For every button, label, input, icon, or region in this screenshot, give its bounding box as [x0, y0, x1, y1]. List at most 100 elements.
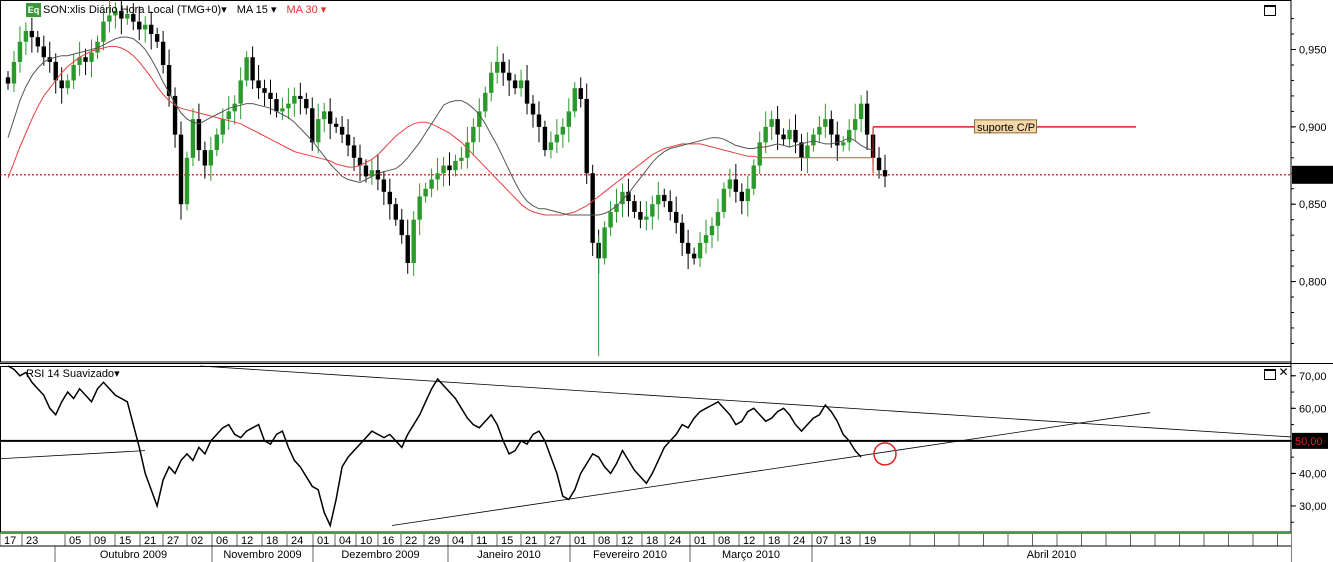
candle-body — [11, 61, 17, 84]
candle-body — [208, 150, 214, 166]
candle-body — [638, 211, 643, 220]
candle-body — [345, 134, 351, 146]
day-label: 21 — [525, 535, 537, 547]
candle-body — [447, 165, 452, 171]
candle-body — [71, 64, 76, 81]
candle-body — [733, 179, 739, 192]
candle-body — [137, 21, 142, 30]
candle-body — [506, 72, 512, 81]
candle-body — [5, 77, 11, 84]
candle-body — [29, 30, 35, 38]
last-price-label: 0,869 — [1296, 170, 1324, 182]
candle-body — [554, 134, 560, 143]
candle-body — [614, 204, 619, 212]
candle-body — [381, 179, 387, 192]
candle-body — [608, 211, 613, 228]
candle-body — [823, 119, 828, 127]
candle-body — [524, 80, 530, 104]
day-label: 11 — [476, 535, 487, 547]
candle-body — [393, 204, 398, 220]
candle-body — [805, 145, 810, 158]
candle-body — [662, 194, 667, 202]
day-label: 18 — [768, 535, 780, 547]
candle-body — [304, 99, 309, 109]
candle-body — [262, 88, 267, 93]
candle-body — [256, 80, 261, 89]
candle-body — [405, 235, 410, 263]
candle-body — [417, 196, 422, 220]
candle-body — [244, 57, 249, 81]
candle-body — [131, 13, 136, 22]
day-label: 18 — [646, 535, 658, 547]
candle-body — [536, 114, 542, 127]
candle-body — [578, 88, 583, 100]
candle-body — [429, 179, 434, 189]
day-label: 22 — [405, 535, 417, 547]
rsi-tick-label: 70,00 — [1299, 371, 1327, 383]
candle-body — [793, 129, 798, 143]
candle-body — [435, 173, 440, 180]
candle-body — [95, 41, 100, 53]
candle-body — [751, 165, 756, 189]
chart-header: SON:xlis Diário Hora Local (TMG+0)▾ MA 1… — [43, 3, 326, 17]
candle-body — [852, 119, 858, 130]
candle-body — [620, 191, 625, 205]
candle-body — [500, 61, 506, 73]
day-label: 24 — [291, 535, 303, 547]
candle-body — [53, 61, 58, 81]
candle-body — [656, 194, 661, 205]
candle-body — [477, 111, 482, 127]
candle-body — [89, 52, 94, 62]
rsi-maximize-icon[interactable] — [1264, 369, 1276, 380]
candle-body — [548, 142, 554, 151]
candle-body — [584, 99, 589, 174]
candle-body — [882, 170, 888, 177]
ma30-indicator[interactable]: MA 30 ▾ — [286, 4, 327, 16]
candle-body — [363, 165, 369, 177]
day-label: 08 — [718, 535, 730, 547]
instrument-badge[interactable]: Eq — [26, 3, 41, 17]
candle-body — [333, 123, 339, 127]
month-label: Janeiro 2010 — [477, 549, 541, 561]
month-label: Abril 2010 — [1027, 549, 1077, 561]
candle-body — [739, 191, 745, 202]
day-label: 04 — [339, 535, 351, 547]
candle-body — [172, 95, 178, 135]
rsi-left-trendline — [0, 450, 146, 460]
day-label: 01 — [574, 535, 586, 547]
day-label: 23 — [26, 535, 38, 547]
candle-body — [835, 134, 840, 146]
month-label: Outubro 2009 — [100, 549, 167, 561]
rsi-close-icon[interactable]: ✕ — [1278, 365, 1289, 379]
rsi-highlight-circle — [873, 442, 897, 466]
instrument-title[interactable]: SON:xlis Diário Hora Local (TMG+0)▾ — [43, 4, 227, 16]
candle-body — [274, 99, 279, 112]
day-label: 01 — [317, 535, 329, 547]
candle-body — [375, 170, 381, 180]
candle-body — [125, 13, 130, 19]
support-annotation: suporte C/P — [977, 122, 1035, 134]
candle-body — [542, 126, 548, 151]
candle-body — [59, 80, 64, 89]
day-label: 15 — [501, 535, 513, 547]
candle-body — [327, 111, 333, 124]
candle-body — [107, 15, 112, 22]
candle-body — [668, 201, 673, 212]
timeline-bg — [0, 532, 1291, 562]
candle-body — [23, 30, 29, 42]
candle-body — [847, 129, 852, 143]
candle-body — [471, 126, 476, 143]
rsi-title[interactable]: RSI 14 Suavizado▾ — [26, 368, 120, 380]
candle-body — [757, 142, 762, 166]
day-label: 02 — [191, 535, 203, 547]
day-label: 24 — [669, 535, 681, 547]
candle-body — [226, 111, 231, 120]
candle-body — [148, 24, 154, 35]
maximize-icon[interactable] — [1264, 5, 1276, 16]
candle-body — [238, 80, 243, 104]
ma15-indicator[interactable]: MA 15 ▾ — [236, 4, 277, 16]
rsi-resistance-trendline — [199, 365, 1292, 438]
candle-body — [811, 134, 816, 146]
